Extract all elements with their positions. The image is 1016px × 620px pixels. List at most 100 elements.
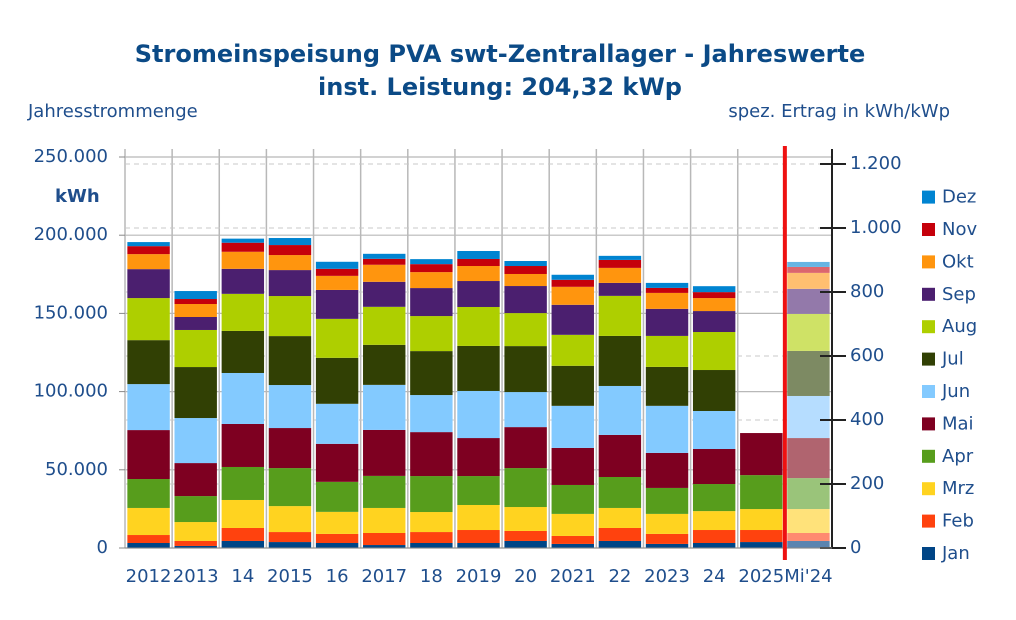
bar-segment	[551, 543, 594, 548]
bar-segment	[504, 261, 547, 267]
bar-segment	[598, 259, 642, 268]
y-tick-label: 200.000	[34, 224, 108, 245]
bar-segment	[551, 279, 594, 287]
bar-segment	[221, 372, 265, 424]
bar-segment	[221, 238, 265, 243]
bar-segment	[363, 475, 406, 508]
bar-segment	[315, 511, 359, 534]
bar-segment	[645, 513, 689, 534]
bar-segment	[692, 448, 736, 485]
bar-segment	[410, 316, 453, 352]
bar-segment	[127, 535, 170, 543]
bar-segment	[787, 261, 830, 267]
bar-segment	[692, 292, 736, 299]
bar-segment	[598, 385, 642, 435]
chart-title: Stromeinspeisung PVA swt-Zentrallager - …	[135, 40, 866, 68]
bar-segment	[363, 281, 406, 307]
x-tick-label: Mi'24	[784, 566, 832, 587]
bar-segment	[410, 395, 453, 433]
bar-segment	[127, 242, 170, 247]
bar-segment	[363, 384, 406, 430]
bars	[127, 238, 830, 548]
y2-tick-label: 1.200	[850, 153, 902, 174]
bar-segment	[787, 313, 830, 351]
bar-segment	[174, 540, 217, 546]
bar-segment	[787, 350, 830, 396]
bar-segment	[692, 530, 736, 543]
bar-segment	[221, 330, 265, 373]
bar-segment	[127, 479, 170, 508]
bar-segment	[363, 507, 406, 533]
x-tick-label: 2017	[361, 566, 407, 587]
bar-segment	[127, 246, 170, 255]
bar-segment	[315, 289, 359, 319]
bar-segment	[504, 286, 547, 314]
bar-segment	[363, 258, 406, 265]
bar-segment	[645, 292, 689, 309]
bar-segment	[692, 484, 736, 512]
bar-segment	[598, 507, 642, 528]
bar-segment	[221, 268, 265, 294]
bar-segment	[315, 533, 359, 543]
bar-segment	[363, 429, 406, 476]
bar-segment	[315, 542, 359, 548]
legend-label: Mrz	[942, 478, 974, 499]
bar-segment	[363, 532, 406, 546]
bar-segment	[410, 351, 453, 396]
bar-segment	[457, 542, 500, 548]
y2-tick-label: 800	[850, 281, 884, 302]
y2-tick-label: 600	[850, 345, 884, 366]
bar-segment	[127, 298, 170, 341]
bar-segment	[410, 476, 453, 513]
bar-segment	[504, 392, 547, 428]
bar-segment	[787, 478, 830, 510]
bar-segment	[315, 268, 359, 276]
bar-segment	[268, 385, 312, 429]
bar-segment	[551, 535, 594, 544]
bar-segment	[315, 403, 359, 444]
bar-segment	[174, 291, 217, 300]
bar-segment	[315, 357, 359, 404]
y2-tick-label: 1.000	[850, 217, 902, 238]
bar-segment	[740, 433, 783, 476]
bar-segment	[127, 384, 170, 431]
legend-swatch	[922, 255, 935, 269]
bar-segment	[551, 513, 594, 536]
bar-segment	[315, 318, 359, 358]
x-tick-label: 2023	[644, 566, 690, 587]
bar-segment	[127, 254, 170, 270]
legend-swatch	[922, 352, 935, 366]
bar-segment	[268, 238, 312, 246]
bar-segment	[645, 405, 689, 453]
bar-segment	[410, 272, 453, 289]
bar-segment	[221, 293, 265, 331]
legend-swatch	[922, 514, 935, 528]
bar-segment	[174, 522, 217, 541]
bar-segment	[127, 340, 170, 385]
bar-segment	[598, 476, 642, 508]
bar-segment	[645, 487, 689, 514]
bar-segment	[457, 345, 500, 391]
bar-segment	[551, 304, 594, 335]
bar-segment	[268, 506, 312, 533]
bar-segment	[268, 255, 312, 271]
bar-segment	[598, 434, 642, 477]
bar-segment	[457, 258, 500, 267]
x-tick-label: 14	[231, 566, 254, 587]
y2-tick-label: 400	[850, 409, 884, 430]
bar-segment	[363, 344, 406, 385]
bar-segment	[740, 542, 783, 548]
x-tick-label: 2015	[267, 566, 313, 587]
bar-segment	[410, 532, 453, 543]
bar-segment	[174, 304, 217, 317]
bar-segment	[457, 281, 500, 307]
bar-segment	[787, 509, 830, 533]
bar-segment	[363, 545, 406, 548]
bar-segment	[315, 261, 359, 269]
bar-segment	[504, 427, 547, 469]
bar-segment	[551, 484, 594, 514]
bar-segment	[645, 287, 689, 293]
bar-segment	[457, 250, 500, 259]
bar-segment	[268, 245, 312, 256]
legend-swatch	[922, 287, 935, 301]
